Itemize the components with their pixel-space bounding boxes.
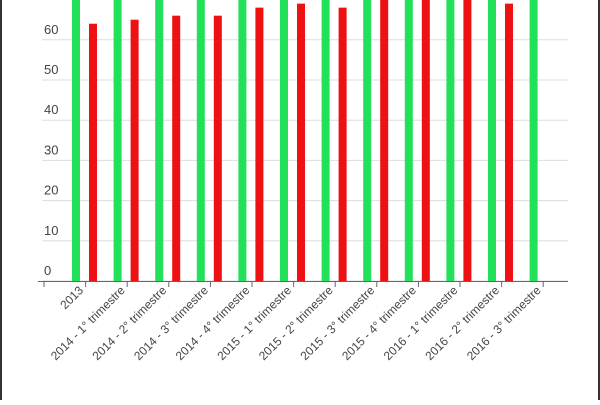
y-tick-label: 30 <box>44 142 58 157</box>
green-bar <box>155 0 164 281</box>
x-tick-label: 2014 - 1° trimestre <box>48 283 128 363</box>
x-tick-label: 2014 - 3° trimestre <box>131 283 211 363</box>
x-tick-label: 2015 - 3° trimestre <box>298 283 378 363</box>
red-bar <box>380 0 389 281</box>
red-bar <box>297 3 305 282</box>
x-tick-label: 2015 - 2° trimestre <box>256 283 336 363</box>
green-bar <box>196 0 205 281</box>
y-tick-label: 60 <box>44 22 58 37</box>
x-tick-label: 2014 - 4° trimestre <box>173 283 253 363</box>
red-bar <box>89 23 97 281</box>
y-tick-label: 50 <box>44 62 58 77</box>
red-bar <box>213 15 222 282</box>
x-tick-label: 2014 - 2° trimestre <box>90 283 170 363</box>
red-bar <box>172 15 181 282</box>
x-tick-label: 2016 - 3° trimestre <box>464 283 544 363</box>
green-bar <box>529 0 538 281</box>
frame-right-border <box>598 0 600 400</box>
red-bar <box>255 7 264 281</box>
red-bar <box>338 7 347 281</box>
green-bar <box>238 0 247 281</box>
green-bar <box>488 0 496 281</box>
green-bar <box>446 0 455 281</box>
red-bar <box>421 0 430 281</box>
y-tick-label: 10 <box>44 223 58 238</box>
x-axis <box>38 281 568 287</box>
y-tick-label: 0 <box>44 263 51 278</box>
green-bar <box>321 0 330 281</box>
bars <box>72 0 538 282</box>
frame-left-border <box>0 0 2 400</box>
y-tick-label: 20 <box>44 183 58 198</box>
x-tick-label: 2015 - 1° trimestre <box>214 283 294 363</box>
green-bar <box>72 0 80 281</box>
green-bar <box>363 0 372 281</box>
x-tick-label: 2013 <box>57 283 86 312</box>
x-tick-label: 2015 - 4° trimestre <box>339 283 419 363</box>
red-bar <box>130 19 139 281</box>
y-axis-tick-labels: 0 10 20 30 40 50 60 <box>44 22 58 278</box>
green-bar <box>404 0 413 281</box>
y-tick-label: 40 <box>44 102 58 117</box>
green-bar <box>280 0 288 281</box>
red-bar <box>463 0 472 281</box>
green-bar <box>113 0 122 281</box>
red-bar <box>505 3 513 282</box>
x-tick-label: 2016 - 2° trimestre <box>422 283 502 363</box>
x-tick-label: 2016 - 1° trimestre <box>381 283 461 363</box>
